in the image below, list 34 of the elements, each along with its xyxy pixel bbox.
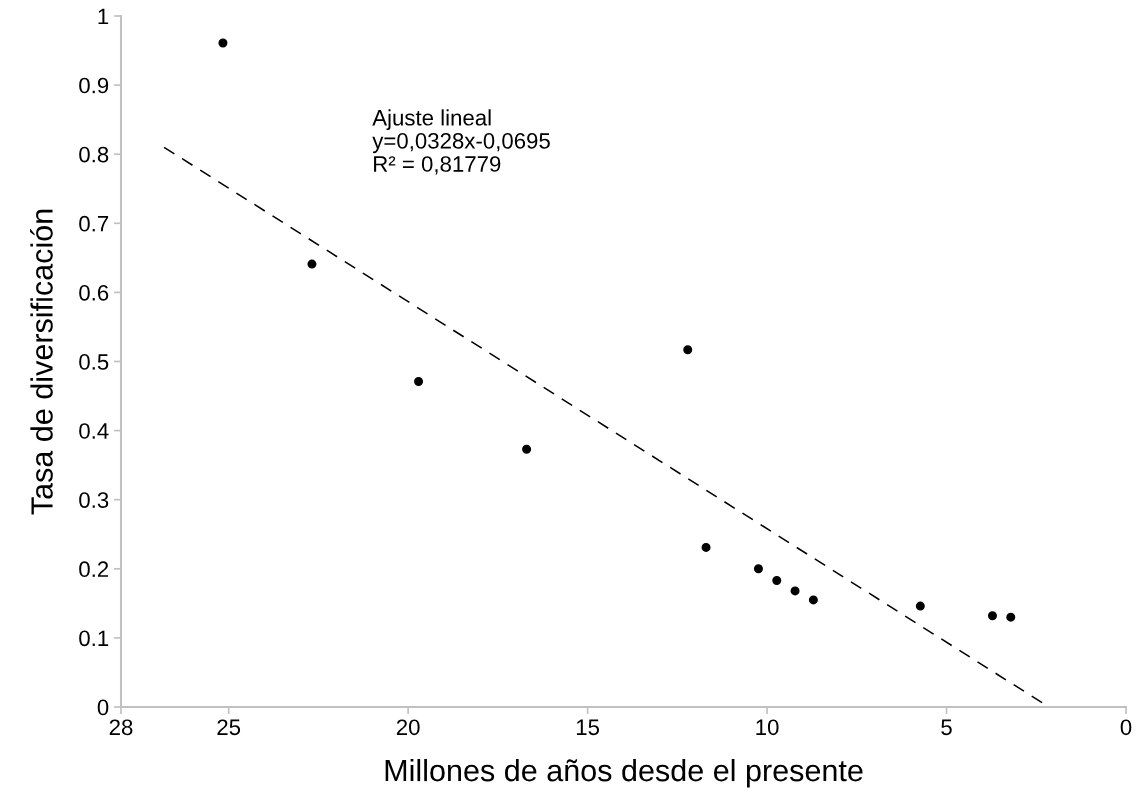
y-tick-label: 1 — [98, 8, 109, 25]
annotation: Ajuste lineal y=0,0328x-0,0695 R² = 0,81779 — [372, 109, 550, 175]
x-tick-label: 25 — [217, 719, 241, 736]
point — [522, 444, 532, 454]
y-tick-label: 0.4 — [79, 423, 109, 439]
point — [701, 542, 711, 552]
point — [753, 564, 763, 574]
y-tick-label: 0.5 — [79, 354, 109, 370]
x-axis-title: Millones de años desde el presente — [385, 758, 863, 788]
x-tick-label: 20 — [396, 719, 420, 736]
x-tick-label: 10 — [756, 719, 779, 736]
x-tick-label: 15 — [576, 719, 600, 736]
point — [915, 601, 925, 611]
y-axis-title: Tasa de diversificación — [30, 209, 53, 515]
y-tick-label: 0.1 — [79, 630, 109, 647]
x-tick-label: 5 — [941, 719, 952, 736]
point — [683, 345, 693, 355]
y-tick-label: 0 — [97, 699, 109, 716]
y-tick-label: 0.9 — [79, 77, 109, 94]
point — [790, 586, 800, 596]
x-tick-label: 28 — [109, 719, 133, 736]
y-tick-label: 0.8 — [79, 146, 109, 163]
point — [987, 611, 997, 621]
x-tick-label: 0 — [1120, 719, 1132, 736]
point — [1006, 612, 1016, 622]
point — [772, 576, 782, 586]
y-tick-label: 0.6 — [79, 284, 109, 301]
point — [307, 259, 317, 269]
y-tick-label: 0.2 — [79, 561, 109, 578]
point — [808, 595, 818, 605]
point — [218, 38, 228, 48]
y-tick-label: 0.3 — [79, 492, 109, 508]
point — [414, 377, 424, 387]
y-tick-label: 0.7 — [79, 215, 109, 232]
